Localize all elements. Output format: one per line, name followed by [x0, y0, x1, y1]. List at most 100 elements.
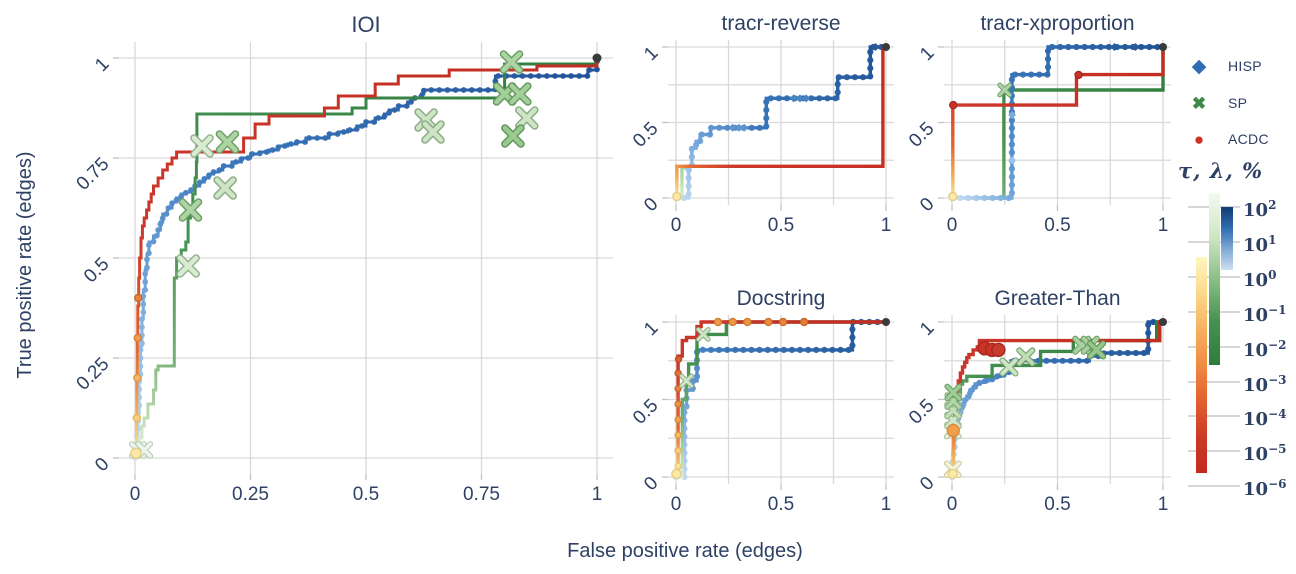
hisp-diamond-marker — [789, 94, 798, 103]
svg-text:1: 1 — [1158, 215, 1169, 236]
grid — [662, 40, 894, 211]
markers — [671, 317, 890, 480]
hisp-diamond-marker — [871, 43, 880, 51]
hisp-diamond-marker — [795, 94, 804, 103]
circle-marker — [713, 317, 723, 327]
grid — [938, 315, 1171, 490]
svg-text:0.5: 0.5 — [629, 118, 663, 152]
circle-marker — [674, 355, 683, 363]
chart-greater-than: 0 0.5 1 0 0.5 1 Greater-Than — [905, 287, 1171, 515]
svg-text:1: 1 — [916, 318, 938, 340]
svg-text:1: 1 — [916, 43, 938, 65]
hisp-diamond-marker — [1131, 43, 1140, 51]
svg-text:0.5: 0.5 — [629, 395, 663, 429]
endpoint-dot — [882, 43, 890, 51]
svg-text:0.25: 0.25 — [232, 484, 269, 505]
grid — [662, 315, 894, 490]
circle-marker — [674, 415, 682, 424]
svg-text:0.5: 0.5 — [905, 118, 939, 152]
svg-text:0: 0 — [91, 454, 113, 476]
hisp-diamond-marker — [802, 94, 811, 103]
svg-text:0.5: 0.5 — [768, 215, 794, 236]
circle-marker — [728, 317, 737, 327]
svg-text:0.5: 0.5 — [905, 395, 939, 429]
chart-title: Docstring — [737, 287, 826, 310]
circle-marker — [946, 423, 960, 438]
circle-marker — [948, 191, 958, 202]
circle-marker — [672, 191, 682, 202]
circle-marker — [674, 431, 682, 439]
svg-text:0.5: 0.5 — [1044, 494, 1070, 515]
circle-marker — [133, 373, 142, 383]
markers — [672, 43, 890, 202]
circle-marker — [778, 317, 788, 327]
markers — [128, 50, 602, 459]
grid — [113, 42, 613, 480]
endpoint-dot — [882, 318, 890, 326]
legend-item-label: ACDC — [1228, 131, 1269, 147]
chart-tracr-xproportion: 0 0.5 1 0 0.5 1 tracr-xproportion — [905, 12, 1171, 236]
chart-ioi: 0 0.25 0.5 0.75 1 0 0.25 0.5 0.75 1 IOI — [73, 12, 613, 505]
svg-text:0: 0 — [947, 494, 958, 515]
markers — [943, 318, 1167, 480]
svg-text:0: 0 — [640, 194, 662, 216]
chart-docstring: 0 0.5 1 0 0.5 1 Docstring — [629, 287, 894, 515]
svg-text:0.75: 0.75 — [73, 154, 114, 195]
x-axis-label: False positive rate (edges) — [567, 540, 803, 562]
svg-text:0.5: 0.5 — [768, 494, 794, 515]
hisp-diamond-marker — [1008, 156, 1017, 165]
svg-text:1: 1 — [640, 43, 662, 65]
circle-marker — [134, 293, 143, 303]
circle-marker — [674, 400, 682, 408]
circle-marker — [947, 468, 958, 480]
series-sp — [676, 320, 886, 479]
endpoint-dot — [592, 53, 602, 63]
diamond-icon: ◆ — [1191, 55, 1207, 77]
svg-text:1: 1 — [592, 484, 603, 505]
circle-marker — [949, 100, 958, 110]
endpoint-dot — [1159, 318, 1167, 326]
circle-marker — [1074, 70, 1083, 80]
svg-text:0: 0 — [916, 194, 938, 216]
svg-text:0: 0 — [130, 484, 141, 505]
chart-title: IOI — [351, 12, 380, 37]
svg-text:1: 1 — [1158, 494, 1169, 515]
endpoint-dot — [1159, 43, 1167, 51]
circle-icon: ● — [1193, 129, 1205, 149]
circle-marker — [133, 333, 142, 343]
hisp-diamond-marker — [740, 123, 749, 132]
hisp-diamond-marker — [1008, 110, 1017, 119]
legend-item-label: SP — [1228, 95, 1248, 111]
circle-marker — [764, 317, 773, 327]
svg-text:0.5: 0.5 — [80, 254, 114, 288]
hisp-diamond-marker — [728, 123, 737, 132]
svg-text:0: 0 — [947, 215, 958, 236]
svg-text:0: 0 — [640, 473, 662, 495]
svg-text:0: 0 — [671, 215, 682, 236]
legend-item-label: HISP — [1228, 58, 1262, 74]
chart-title: tracr-reverse — [721, 12, 840, 35]
series-hisp — [132, 55, 600, 461]
colorbar-title: τ, λ, % — [1178, 158, 1264, 183]
grid — [938, 40, 1171, 211]
x-icon: ✖ — [1191, 93, 1207, 113]
circle-marker — [132, 413, 142, 423]
circle-marker — [674, 462, 682, 470]
legend-item-sp: ✖ SP — [1186, 91, 1247, 115]
svg-text:0.5: 0.5 — [1044, 215, 1070, 236]
svg-text:1: 1 — [881, 215, 892, 236]
legend-item-acdc: ● ACDC — [1186, 127, 1269, 151]
chart-title: Greater-Than — [994, 287, 1120, 310]
svg-text:0.25: 0.25 — [73, 354, 114, 395]
hisp-diamond-marker — [1110, 43, 1119, 51]
tick-labels: 0 0.5 1 0 0.5 1 — [629, 43, 891, 236]
hisp-diamond-marker — [735, 123, 743, 132]
series-hisp — [948, 43, 1167, 202]
circle-marker — [671, 468, 682, 480]
legend-item-hisp: ◆ HISP — [1186, 54, 1262, 78]
chart-tracr-reverse: 0 0.5 1 0 0.5 1 tracr-reverse — [629, 12, 894, 236]
circle-marker — [743, 317, 752, 327]
series-sp — [135, 58, 599, 460]
